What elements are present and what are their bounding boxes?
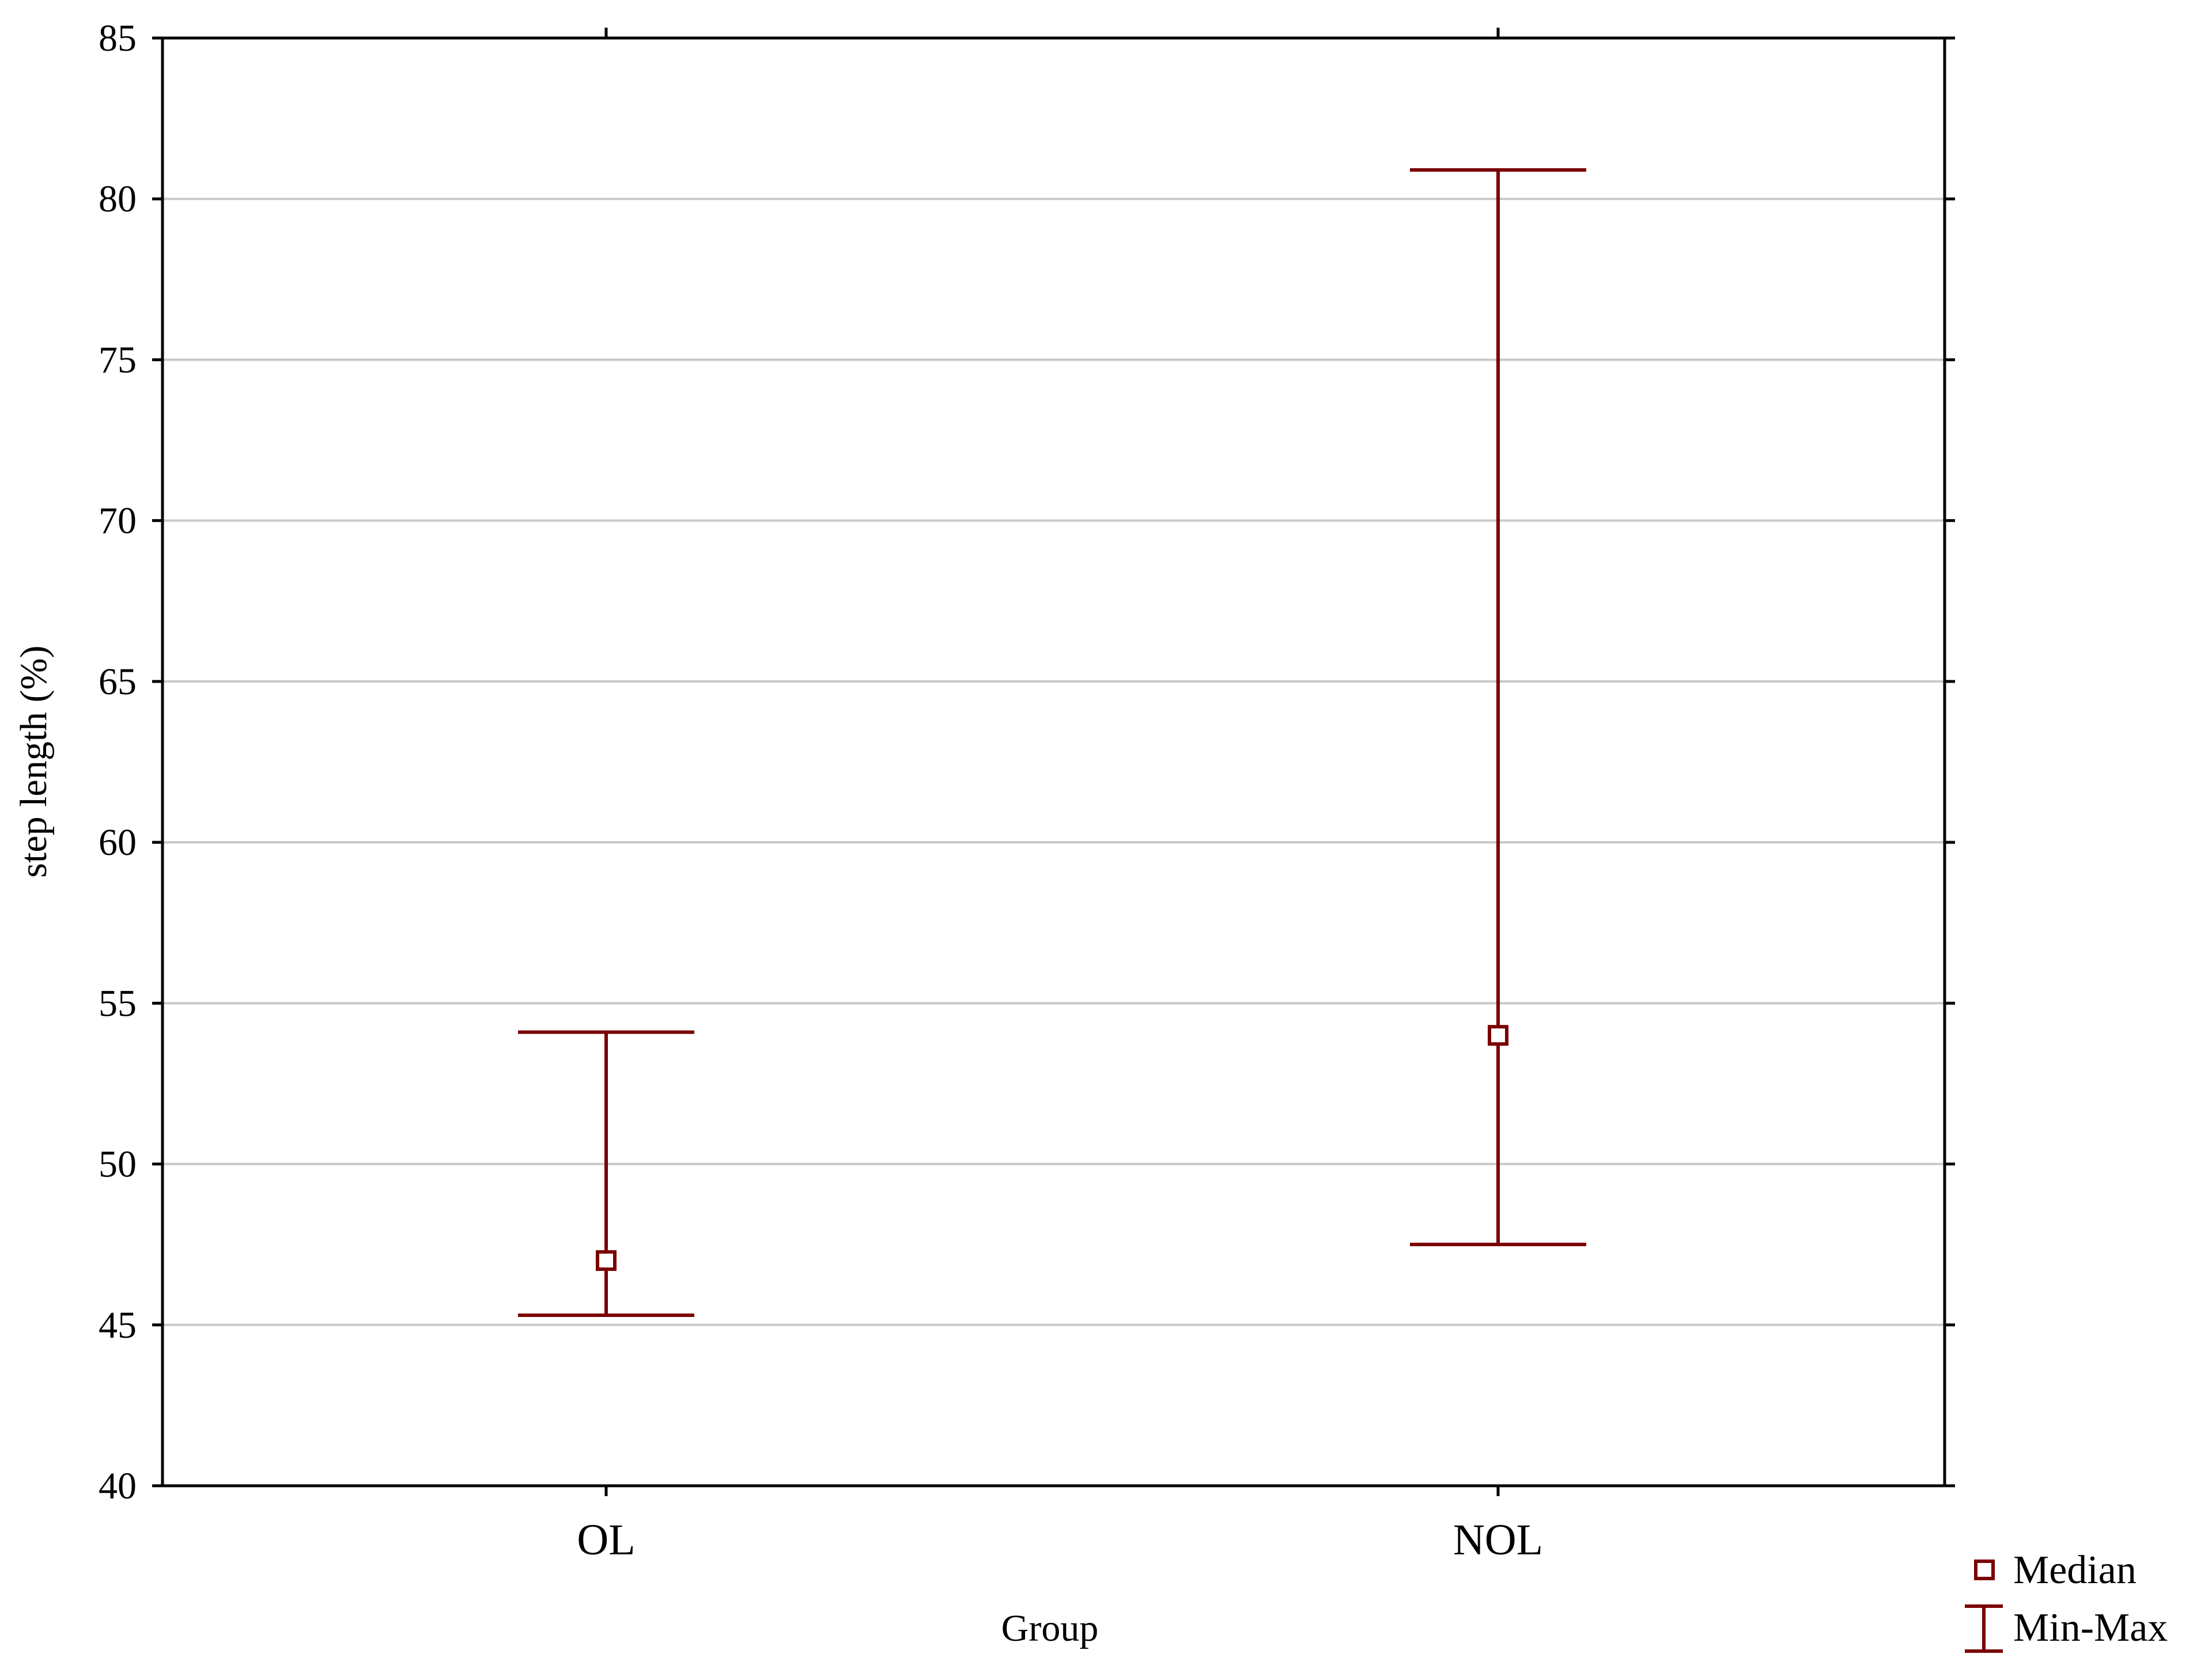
legend: Median Min-Max [1965,1548,2168,1653]
y-tick-label-70: 70 [99,500,137,542]
y-tick-label-45: 45 [99,1304,137,1346]
y-tick-label-40: 40 [99,1465,137,1507]
x-tick-label-OL: OL [577,1516,635,1564]
y-tick-label-85: 85 [99,17,137,59]
range-markers [518,168,1586,1318]
median-marker-NOL [1488,1025,1508,1046]
min-max-range-NOL [1410,168,1586,1247]
legend-min-max-marker [1965,1604,2003,1653]
x-axis-title: Group [1001,1607,1099,1649]
y-tick-label-60: 60 [99,822,137,864]
y-tick-label-75: 75 [99,339,137,381]
y-axis-title: step length (%) [13,645,55,877]
median-marker-OL [596,1250,617,1271]
gridlines [162,198,1945,1326]
y-tick-label-55: 55 [99,982,137,1024]
y-tick-label-50: 50 [99,1144,137,1186]
legend-min-max-label: Min-Max [2013,1606,2168,1650]
axis-ticks: 40 45 50 55 60 65 70 75 80 85 OL NOL [99,17,1955,1564]
legend-median-marker [1974,1560,1995,1580]
plot-frame [161,36,1946,1487]
min-max-range-OL [518,1030,694,1318]
y-tick-label-65: 65 [99,661,137,703]
legend-median-label: Median [2013,1548,2137,1592]
y-tick-label-80: 80 [99,178,137,220]
x-tick-label-NOL: NOL [1453,1516,1543,1564]
